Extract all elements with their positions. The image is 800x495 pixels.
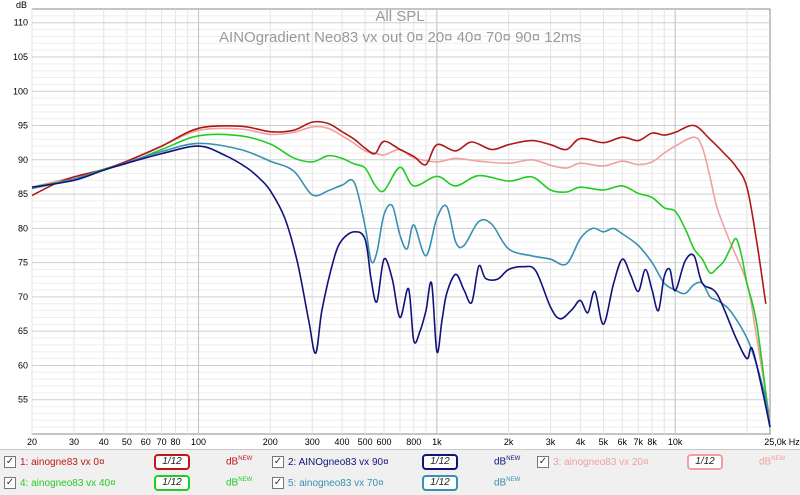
x-tick-label: 3k <box>546 437 556 447</box>
x-tick-label: 300 <box>305 437 320 447</box>
x-tick-label: 8k <box>647 437 657 447</box>
x-tick-label: 400 <box>335 437 350 447</box>
series-line-2 <box>31 120 767 304</box>
x-tick-label: 30 <box>69 437 79 447</box>
x-tick-label: 6k <box>618 437 628 447</box>
legend-panel: ✓ 1: ainogne83 vx 0¤ 1/12 dBNEW ✓ 2: AINOgneo… <box>0 449 800 495</box>
legend-checkbox[interactable]: ✓ <box>4 456 16 468</box>
y-tick-label: 75 <box>18 258 28 268</box>
x-tick-label: 25,0k Hz <box>764 437 800 447</box>
grid <box>31 9 770 434</box>
y-tick-label: 90 <box>18 155 28 165</box>
x-tick-label: 70 <box>157 437 167 447</box>
db-offset-button[interactable]: dBNEW <box>494 456 520 467</box>
chart-subtitle: AINOgradient Neo83 vx out 0¤ 20¤ 40¤ 70¤… <box>219 29 581 46</box>
y-tick-label: 105 <box>13 52 28 62</box>
x-tick-label: 7k <box>633 437 643 447</box>
db-offset-button[interactable]: dBNEW <box>226 456 252 467</box>
y-tick-label: 100 <box>13 86 28 96</box>
y-tick-label: 95 <box>18 121 28 131</box>
y-tick-label: 60 <box>18 360 28 370</box>
smoothing-button[interactable]: 1/12 <box>154 475 190 491</box>
y-tick-label: 85 <box>18 189 28 199</box>
x-tick-label: 80 <box>170 437 180 447</box>
series-line-5 <box>31 145 771 428</box>
legend-label: 1: ainogne83 vx 0¤ <box>20 456 105 468</box>
smoothing-button[interactable]: 1/12 <box>154 454 190 470</box>
new-badge: NEW <box>506 456 521 463</box>
db-offset-button[interactable]: dBNEW <box>226 477 252 488</box>
legend-label: 3: ainogneo83 vx 20¤ <box>553 456 649 468</box>
x-tick-label: 5k <box>599 437 609 447</box>
y-tick-label: 65 <box>18 326 28 336</box>
legend-item[interactable]: ✓ 4: ainogneo83 vx 40¤ 1/12 dBNEW <box>4 474 252 492</box>
y-tick-label: 110 <box>14 18 28 28</box>
db-label: dB <box>494 456 507 468</box>
legend-item[interactable]: ✓ 1: ainogne83 vx 0¤ 1/12 dBNEW <box>4 453 252 471</box>
smoothing-button[interactable]: 1/12 <box>422 475 458 491</box>
y-tick-label: 55 <box>18 395 28 405</box>
legend-checkbox[interactable]: ✓ <box>4 477 16 489</box>
chart-title: All SPL <box>375 8 424 25</box>
x-tick-label: 200 <box>263 437 278 447</box>
new-badge: NEW <box>238 477 253 484</box>
db-label: dB <box>226 477 239 489</box>
x-tick-label: 600 <box>376 437 391 447</box>
series-line-3 <box>31 133 771 428</box>
legend-item[interactable]: ✓ 5: ainogneo83 vx 70¤ 1/12 dBNEW <box>272 474 520 492</box>
new-badge: NEW <box>506 477 521 484</box>
x-tick-label: 4k <box>576 437 586 447</box>
series-line-1 <box>31 125 771 421</box>
series-layer <box>31 120 771 428</box>
x-tick-label: 2k <box>504 437 514 447</box>
new-badge: NEW <box>771 456 786 463</box>
series-line-4 <box>31 142 771 428</box>
legend-item[interactable]: ✓ 2: AINOgneo83 vx 90¤ 1/12 dBNEW <box>272 453 520 471</box>
db-label: dB <box>759 456 772 468</box>
legend-label: 5: ainogneo83 vx 70¤ <box>288 477 384 489</box>
legend-label: 4: ainogneo83 vx 40¤ <box>20 477 116 489</box>
x-tick-label: 50 <box>122 437 132 447</box>
y-axis-label: dB <box>16 0 27 10</box>
x-tick-label: 10k <box>668 437 683 447</box>
x-tick-label: 500 <box>358 437 373 447</box>
x-tick-label: 100 <box>191 437 206 447</box>
x-tick-label: 1k <box>432 437 442 447</box>
legend-item[interactable]: ✓ 3: ainogneo83 vx 20¤ 1/12 dBNEW <box>537 453 785 471</box>
db-label: dB <box>226 456 239 468</box>
new-badge: NEW <box>238 456 253 463</box>
legend-checkbox[interactable]: ✓ <box>272 477 284 489</box>
smoothing-button[interactable]: 1/12 <box>422 454 458 470</box>
legend-checkbox[interactable]: ✓ <box>537 456 549 468</box>
legend-checkbox[interactable]: ✓ <box>272 456 284 468</box>
db-label: dB <box>494 477 507 489</box>
db-offset-button[interactable]: dBNEW <box>494 477 520 488</box>
x-tick-label: 800 <box>406 437 421 447</box>
db-offset-button[interactable]: dBNEW <box>759 456 785 467</box>
x-tick-label: 60 <box>141 437 151 447</box>
x-tick-label: 40 <box>99 437 109 447</box>
y-tick-label: 80 <box>18 223 28 233</box>
legend-label: 2: AINOgneo83 vx 90¤ <box>288 456 389 468</box>
x-tick-label: 20 <box>27 437 37 447</box>
y-tick-label: 70 <box>18 292 28 302</box>
smoothing-button[interactable]: 1/12 <box>687 454 723 470</box>
